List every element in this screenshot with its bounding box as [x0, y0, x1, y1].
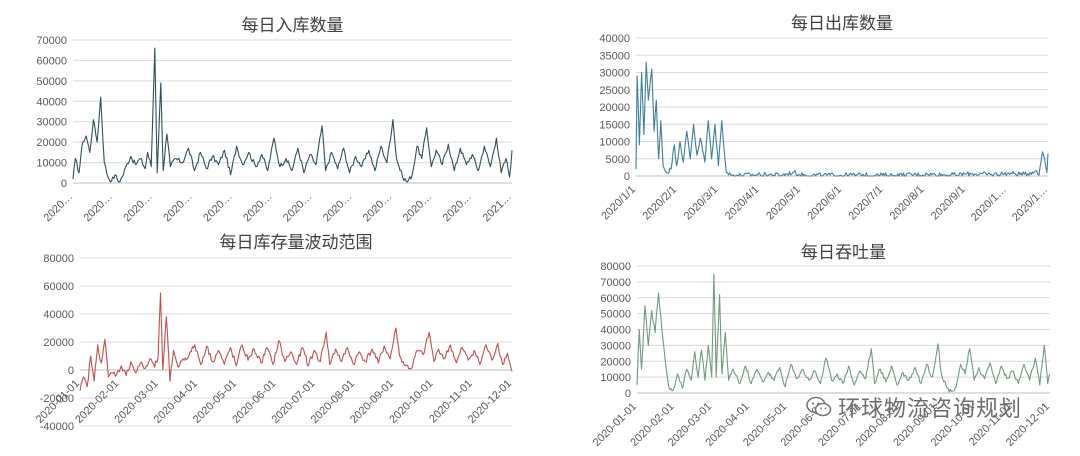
x-tick-label: 2020/1… — [969, 184, 1009, 224]
x-tick-label: 2020/9/1 — [929, 184, 968, 223]
y-tick-label: 60000 — [600, 293, 631, 305]
y-tick-label: 20000 — [600, 356, 631, 368]
x-tick-label: 2020/6/1 — [805, 184, 844, 223]
chart-inventory: 每日库存量波动范围 -40000 -20000 0 20000 40000 60000 800… — [0, 228, 540, 456]
chart-inbound: 每日入库数量 0 10000 20000 30000 40000 50000 60000 700… — [0, 0, 540, 228]
x-tick-label: 2020… — [201, 191, 235, 225]
x-tick-label: 2020/3/1 — [682, 184, 721, 223]
x-tick-label: 2020… — [441, 191, 475, 225]
watermark-text: 环球物流咨询规划 — [838, 397, 1023, 422]
chart-title: 每日入库数量 — [242, 16, 344, 36]
y-tick-label: 30000 — [600, 340, 631, 352]
y-tick-label: 0 — [61, 178, 67, 190]
y-tick-label: 30000 — [36, 117, 67, 129]
x-tick-label: 2020… — [281, 191, 315, 225]
x-tick-label: 2020… — [121, 191, 155, 225]
y-tick-label: 40000 — [600, 325, 631, 337]
x-tick-label: 2020… — [42, 191, 76, 225]
chart-throughput: 每日吞吐量 0 10000 20000 30000 40000 50000 60000 7000… — [540, 228, 1080, 456]
y-tick-label: 20000 — [43, 337, 74, 349]
y-tick-label: 0 — [624, 171, 630, 183]
y-tick-label: -40000 — [40, 421, 74, 433]
x-tick-label: 2021… — [481, 191, 515, 225]
y-tick-label: 0 — [625, 388, 631, 400]
x-tick-label: 2020… — [81, 191, 115, 225]
y-tick-label: 35000 — [599, 50, 630, 62]
x-tick-label: 2020/1/1 — [599, 184, 638, 223]
y-tick-label: 20000 — [599, 102, 630, 114]
y-tick-label: 80000 — [600, 261, 631, 273]
x-tick-label: 2020… — [321, 191, 355, 225]
series-line — [636, 273, 1051, 393]
x-tick-label: 2020… — [241, 191, 275, 225]
chart-title: 每日吞吐量 — [801, 243, 886, 263]
x-tick-label: 2020… — [361, 191, 395, 225]
series-line — [72, 47, 513, 183]
y-tick-label: 10000 — [599, 137, 630, 149]
chart-outbound-svg: 每日出库数量 0 5000 10000 15000 20000 25000 30000 3500… — [599, 14, 1050, 224]
y-tick-label: 60000 — [43, 281, 74, 293]
x-tick-label: 2020/8/1 — [888, 184, 927, 223]
y-tick-label: 40000 — [43, 309, 74, 321]
chart-title: 每日库存量波动范围 — [220, 233, 373, 253]
y-tick-label: 25000 — [599, 85, 630, 97]
x-tick-label: 2020/4/1 — [723, 184, 762, 223]
x-tick-label: 2020/1… — [1010, 184, 1050, 224]
y-tick-label: 10000 — [600, 372, 631, 384]
x-tick-label: 2020/5/1 — [764, 184, 803, 223]
y-tick-label: 20000 — [36, 137, 67, 149]
wechat-icon — [806, 396, 832, 417]
y-tick-label: 70000 — [36, 35, 67, 47]
x-tick-label: 2020… — [401, 191, 435, 225]
chart-throughput-svg: 每日吞吐量 0 10000 20000 30000 40000 50000 60000 7000… — [591, 243, 1052, 449]
y-tick-label: 70000 — [600, 277, 631, 289]
x-tick-label: 2020/7/1 — [847, 184, 886, 223]
x-tick-label: 2020… — [161, 191, 195, 225]
y-tick-label: 10000 — [36, 158, 67, 170]
y-tick-label: 40000 — [599, 33, 630, 45]
y-tick-label: 40000 — [36, 96, 67, 108]
chart-title: 每日出库数量 — [791, 14, 893, 34]
y-tick-label: 60000 — [36, 55, 67, 67]
y-tick-label: 15000 — [599, 119, 630, 131]
y-tick-label: 0 — [68, 365, 74, 377]
x-tick-label: 2020/2/1 — [641, 184, 680, 223]
y-tick-label: -20000 — [40, 393, 74, 405]
y-tick-label: 80000 — [43, 253, 74, 265]
y-tick-label: 50000 — [36, 76, 67, 88]
series-line — [79, 292, 513, 392]
chart-inventory-svg: 每日库存量波动范围 -40000 -20000 0 20000 40000 60000 800… — [34, 233, 514, 433]
y-tick-label: 50000 — [600, 309, 631, 321]
chart-inbound-svg: 每日入库数量 0 10000 20000 30000 40000 50000 60000 700… — [36, 16, 515, 225]
series-line — [635, 61, 1049, 177]
y-tick-label: 5000 — [606, 154, 630, 166]
chart-outbound: 每日出库数量 0 5000 10000 15000 20000 25000 30000 3500… — [540, 0, 1080, 228]
y-tick-label: 30000 — [599, 68, 630, 80]
watermark: 环球物流咨询规划 — [806, 392, 1022, 422]
